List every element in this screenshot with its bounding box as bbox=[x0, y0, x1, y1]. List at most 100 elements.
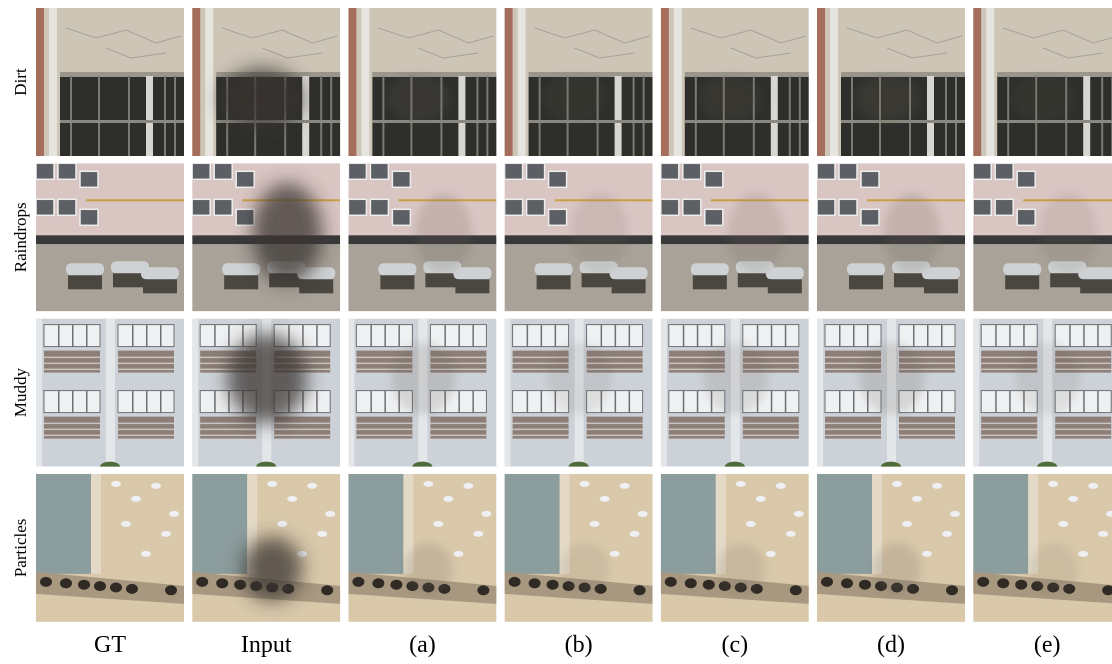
rail-bar bbox=[118, 357, 174, 359]
window bbox=[839, 199, 857, 215]
column bbox=[348, 319, 354, 467]
mullion bbox=[370, 391, 372, 413]
paint-flake bbox=[1068, 496, 1078, 502]
page: DirtRaindropsMuddyParticlesGTInput(a)(b)… bbox=[0, 0, 1112, 664]
rail-bar bbox=[981, 423, 1037, 425]
row-label: Muddy bbox=[11, 368, 30, 418]
tree bbox=[412, 462, 432, 472]
bar bbox=[60, 120, 184, 123]
residual bbox=[717, 543, 765, 594]
bar bbox=[476, 76, 478, 156]
tank bbox=[922, 267, 960, 279]
bar bbox=[789, 76, 791, 156]
mullion bbox=[132, 325, 134, 347]
panel bbox=[348, 474, 403, 574]
degradation bbox=[242, 537, 302, 601]
brick bbox=[192, 8, 200, 156]
window bbox=[995, 199, 1013, 215]
image bbox=[192, 474, 340, 622]
mullion bbox=[384, 325, 386, 347]
image bbox=[817, 474, 965, 622]
rail-bar bbox=[981, 429, 1037, 431]
window bbox=[661, 199, 679, 215]
mullion bbox=[615, 391, 617, 413]
mullion bbox=[316, 391, 318, 413]
image bbox=[973, 163, 1112, 311]
rail-bar bbox=[430, 423, 486, 425]
hole bbox=[946, 585, 958, 595]
column bbox=[192, 319, 198, 467]
paint-flake bbox=[590, 521, 600, 527]
bar bbox=[695, 76, 697, 156]
window bbox=[214, 163, 232, 179]
stand bbox=[768, 279, 802, 293]
bar bbox=[174, 76, 176, 156]
panel bbox=[36, 474, 91, 574]
paint-flake bbox=[892, 481, 902, 487]
window bbox=[392, 171, 410, 187]
window bbox=[817, 199, 835, 215]
mullion bbox=[1009, 391, 1011, 413]
window bbox=[36, 199, 54, 215]
paint-flake bbox=[131, 496, 141, 502]
paint-flake bbox=[932, 483, 942, 489]
residual bbox=[704, 343, 768, 415]
pipe bbox=[830, 8, 838, 156]
window bbox=[549, 209, 567, 225]
rail-bar bbox=[118, 435, 174, 437]
mullion bbox=[384, 391, 386, 413]
rail-bar bbox=[669, 435, 725, 437]
window bbox=[192, 163, 210, 179]
window bbox=[683, 163, 701, 179]
hole bbox=[110, 583, 122, 593]
image bbox=[505, 319, 653, 472]
window bbox=[527, 163, 545, 179]
paint-flake bbox=[746, 521, 756, 527]
mullion bbox=[853, 391, 855, 413]
tank bbox=[141, 267, 179, 279]
pipe bbox=[205, 8, 213, 156]
mullion bbox=[527, 391, 529, 413]
paint-flake bbox=[1098, 531, 1108, 537]
hole bbox=[547, 580, 559, 590]
mullion bbox=[444, 325, 446, 347]
hole bbox=[234, 580, 246, 590]
image bbox=[973, 474, 1112, 622]
image bbox=[661, 319, 809, 472]
hole bbox=[997, 578, 1009, 588]
hole bbox=[196, 577, 208, 587]
rail-bar bbox=[743, 423, 799, 425]
image bbox=[661, 163, 809, 311]
mullion bbox=[1083, 325, 1085, 347]
image bbox=[36, 319, 184, 472]
column-label: (b) bbox=[565, 632, 593, 658]
rail-bar bbox=[743, 435, 799, 437]
rail-bar bbox=[118, 369, 174, 371]
panel bbox=[505, 474, 560, 574]
residual bbox=[855, 74, 919, 122]
column-label: GT bbox=[94, 632, 126, 658]
column-label: Input bbox=[241, 632, 292, 658]
window bbox=[705, 209, 723, 225]
mullion bbox=[146, 325, 148, 347]
rail-bar bbox=[587, 429, 643, 431]
residual bbox=[884, 193, 940, 273]
window bbox=[513, 325, 569, 347]
panel bbox=[192, 474, 247, 574]
tank bbox=[378, 263, 416, 275]
column bbox=[661, 319, 667, 467]
image bbox=[36, 474, 184, 622]
paint-flake bbox=[287, 496, 297, 502]
paint-flake bbox=[902, 521, 912, 527]
rail-bar bbox=[513, 429, 569, 431]
window bbox=[683, 199, 701, 215]
column-label: (e) bbox=[1034, 632, 1061, 658]
tree bbox=[569, 462, 589, 472]
mullion bbox=[472, 325, 474, 347]
bar bbox=[98, 76, 100, 156]
hole bbox=[321, 585, 333, 595]
paint-flake bbox=[267, 481, 277, 487]
stand bbox=[224, 275, 258, 289]
rail-bar bbox=[899, 423, 955, 425]
bar bbox=[1007, 76, 1009, 156]
